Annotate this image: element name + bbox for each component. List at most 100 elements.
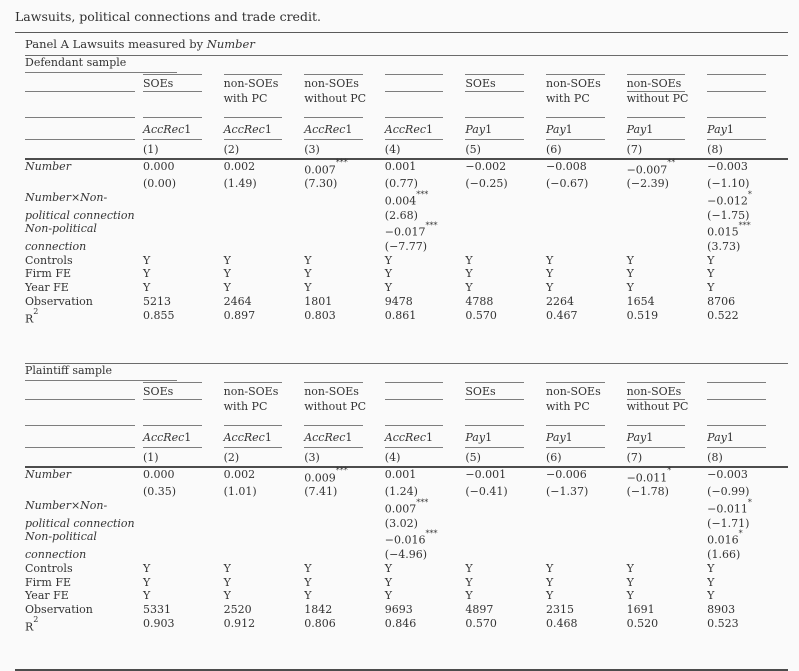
coefficient-cell: −0.011* [707, 497, 752, 516]
coefficient-cell [143, 222, 224, 239]
header-cell: (4) [384, 447, 466, 468]
column-number-header: (4) [384, 142, 401, 156]
significance-stars: *** [416, 497, 429, 507]
tstat-cell [143, 548, 224, 562]
measure-name: AccRec [384, 122, 427, 136]
coefficient-cell [224, 499, 305, 516]
header-cell: SOEs [465, 74, 546, 92]
tstat-row: connection (−7.77) (3.73) [25, 240, 788, 254]
coefficient-cell [465, 530, 546, 547]
column-group-header: with PC [223, 92, 283, 118]
label-cell: Non-political [25, 222, 143, 239]
header-cell: Pay1 [465, 118, 546, 140]
column-group-header [384, 382, 444, 400]
info-label-cell: Observation [25, 603, 93, 617]
variable-label: connection [25, 547, 87, 561]
tstat-cell [546, 548, 627, 562]
header-cell [25, 118, 143, 140]
measure-name: Pay [545, 430, 566, 444]
header-group-row-2: with PC without PC with PC without PC [25, 400, 788, 426]
info-value-cell: 1801 [304, 294, 333, 308]
header-cell: non-SOEs [545, 74, 627, 92]
info-label-cell: Year FE [25, 589, 69, 603]
header-group-row-1: SOEs non-SOEs non-SOEs SOEs non-SOEs non-SOEs [25, 74, 788, 92]
info-value-cell: 0.570 [465, 308, 497, 322]
column-group-header [143, 400, 202, 426]
info-value-cell: Y [223, 575, 231, 589]
header-cell [25, 74, 143, 92]
column-group-header [384, 74, 444, 92]
significance-stars: *** [335, 158, 348, 168]
info-value-cell: Y [707, 589, 715, 603]
measure-header: Pay1 [465, 426, 524, 448]
tstat-cell [465, 240, 546, 254]
measure-name: AccRec [143, 122, 185, 136]
coefficient-cell: −0.006 [545, 467, 587, 481]
info-label-cell: Year FE [25, 281, 69, 295]
info-value-cell: 5213 [143, 294, 172, 308]
header-cell: Pay1 [545, 426, 627, 448]
measure-name: Pay [707, 430, 727, 444]
header-cell [25, 400, 143, 426]
info-value-cell: Y [304, 253, 312, 267]
info-value-cell: 5331 [143, 603, 172, 617]
tstat-cell [627, 548, 708, 562]
coefficient-cell: −0.008 [545, 159, 587, 173]
info-value-cell: 4788 [465, 294, 494, 308]
superscript: 2 [33, 615, 39, 625]
info-value-cell: Y [384, 575, 393, 589]
header-cell: without PC [626, 400, 708, 426]
header-cell: AccRec1 [143, 118, 224, 140]
coefficient-cell [224, 222, 305, 239]
coefficient-cell: 0.000 [143, 159, 175, 173]
coefficient-cell: 0.001 [384, 467, 417, 481]
variable-label: Non-political [25, 530, 97, 544]
measure-header: AccRec1 [304, 426, 363, 448]
info-value-cell: Y [545, 281, 554, 295]
column-number-header: (5) [465, 450, 481, 464]
tstat-cell [224, 548, 305, 562]
column-group-header [707, 400, 766, 426]
column-group-header [384, 400, 444, 426]
info-value-cell: Y [384, 561, 393, 575]
header-cell: non-SOEs [304, 74, 385, 92]
significance-stars: *** [335, 466, 348, 476]
column-number-header: (6) [545, 142, 562, 156]
coefficient-cell [304, 191, 385, 208]
info-row: Year FE Y Y Y Y Y Y Y Y [25, 281, 788, 295]
info-value-cell: 8706 [707, 294, 736, 308]
info-value-cell: Y [626, 281, 634, 295]
coefficient-cell [546, 222, 627, 239]
info-value-cell: 9478 [384, 294, 413, 308]
section-name-cell: Defendant sample [25, 56, 788, 74]
header-cell [707, 74, 788, 92]
top-rule [15, 32, 788, 33]
measure-header: Pay1 [545, 426, 605, 448]
column-group-header: SOEs [465, 382, 524, 400]
table-title: Lawsuits, political connections and trad… [15, 9, 321, 24]
variable-label: political connection [25, 516, 135, 530]
header-cell: Pay1 [707, 426, 788, 448]
info-value-cell: Y [143, 253, 151, 267]
header-rule [25, 92, 136, 118]
header-cell [25, 92, 143, 118]
info-value-cell: Y [223, 589, 231, 603]
coefficient-cell: 0.004*** [384, 189, 429, 208]
measure-name: AccRec [304, 122, 346, 136]
measure-header: AccRec1 [223, 426, 283, 448]
label-cell: Non-political [25, 530, 143, 547]
measure-header: AccRec1 [304, 118, 363, 140]
tstat-cell: (1.49) [223, 177, 257, 191]
info-value-cell: Y [545, 589, 554, 603]
tstat-cell: (−1.37) [545, 485, 589, 499]
variable-label: Number [25, 159, 71, 173]
info-value-cell: Y [384, 267, 393, 281]
column-group-header: non-SOEs [545, 74, 605, 92]
coefficient-cell [627, 499, 708, 516]
tstat-cell: (−0.99) [707, 485, 750, 499]
tstat-cell [465, 517, 546, 531]
column-group-header: non-SOEs [304, 74, 363, 92]
info-value-cell: 4897 [465, 603, 494, 617]
tstat-cell [143, 517, 224, 531]
